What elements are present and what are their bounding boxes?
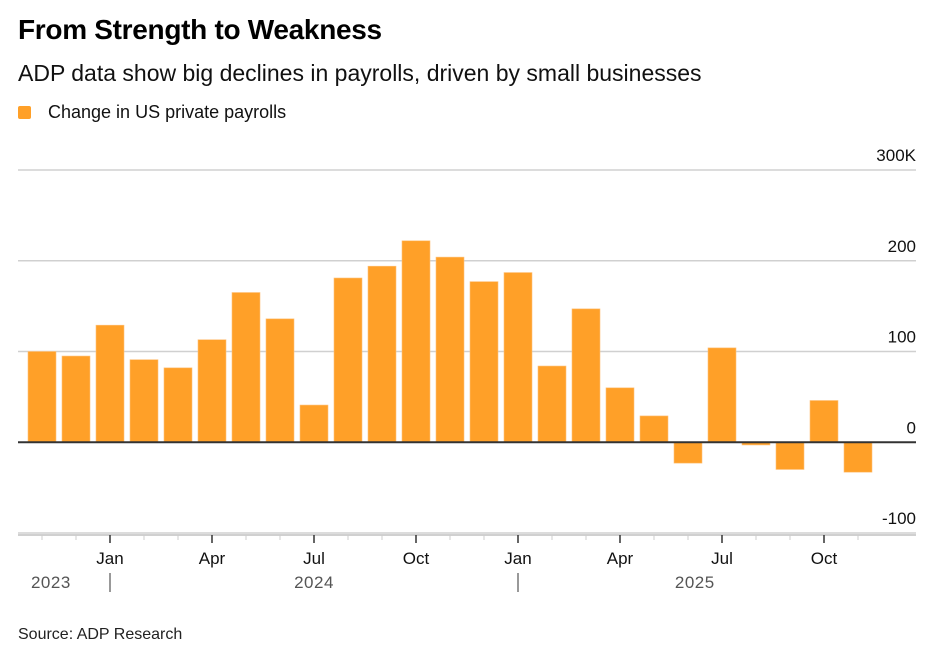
x-tick-label: Jan <box>96 549 123 568</box>
bar <box>503 272 533 443</box>
bar <box>843 441 873 473</box>
year-label: 2024 <box>294 573 334 592</box>
y-tick-label: 0 <box>907 418 916 437</box>
bar <box>367 265 397 443</box>
year-label: 2023 <box>31 573 71 592</box>
bar <box>707 347 737 443</box>
bar <box>129 359 159 443</box>
bar <box>605 387 635 443</box>
bar <box>197 339 227 443</box>
y-tick-label: -100 <box>882 509 916 528</box>
legend: Change in US private payrolls <box>18 102 286 123</box>
x-tick-label: Apr <box>607 549 634 568</box>
bar <box>809 400 839 443</box>
legend-swatch <box>18 106 31 119</box>
year-label: 2025 <box>675 573 715 592</box>
bar <box>95 324 125 443</box>
bar <box>435 256 465 443</box>
chart-title: From Strength to Weakness <box>18 14 382 45</box>
bar <box>299 404 329 443</box>
bar <box>469 281 499 443</box>
bar <box>639 415 669 443</box>
bar <box>61 355 91 443</box>
x-tick-label: Jan <box>504 549 531 568</box>
x-tick-label: Oct <box>403 549 430 568</box>
legend-label: Change in US private payrolls <box>48 102 287 122</box>
bar <box>333 277 363 443</box>
y-tick-label: 300K <box>876 146 916 165</box>
bar <box>537 365 567 443</box>
source-note: Source: ADP Research <box>18 626 183 643</box>
bar <box>673 441 703 464</box>
bar <box>231 292 261 443</box>
x-tick-label: Jul <box>303 549 325 568</box>
bar <box>265 318 295 443</box>
bar <box>163 367 193 443</box>
x-tick-label: Oct <box>811 549 838 568</box>
bar <box>27 351 57 443</box>
y-tick-label: 100 <box>888 328 916 347</box>
x-tick-label: Apr <box>199 549 226 568</box>
y-tick-label: 200 <box>888 237 916 256</box>
x-tick-label: Jul <box>711 549 733 568</box>
bar <box>401 240 431 443</box>
bar <box>775 441 805 470</box>
chart-subtitle: ADP data show big declines in payrolls, … <box>18 60 702 86</box>
bar <box>571 308 601 443</box>
